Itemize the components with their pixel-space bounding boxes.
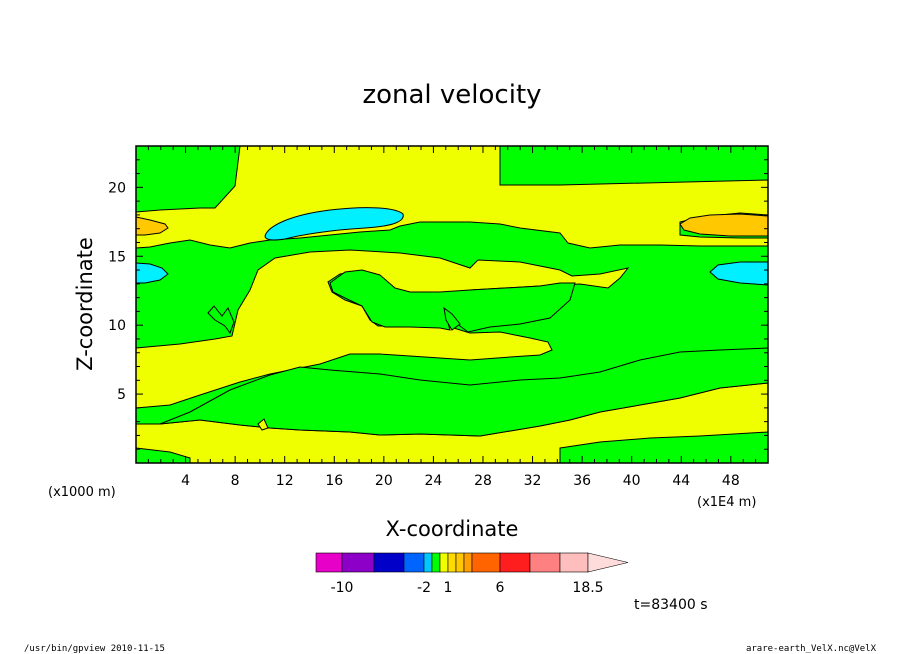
y-axis-title: Z-coordinate bbox=[73, 237, 97, 371]
region-orange-left bbox=[136, 216, 169, 236]
colorbar-swatch bbox=[373, 552, 405, 573]
x-tick-label: 12 bbox=[276, 473, 294, 489]
region-green-lower bbox=[136, 347, 768, 437]
region-cyan-right bbox=[709, 261, 768, 286]
y-tick-label: 5 bbox=[117, 387, 126, 403]
chart-title: zonal velocity bbox=[362, 80, 541, 110]
region-green-bottom bbox=[136, 447, 191, 463]
region-yellow-blob bbox=[257, 418, 269, 431]
time-label: t=83400 s bbox=[634, 597, 708, 613]
colorbar-swatch bbox=[423, 552, 433, 573]
x-tick-label: 16 bbox=[325, 473, 343, 489]
x-tick-label: 28 bbox=[474, 473, 492, 489]
axis-ticks bbox=[136, 146, 768, 463]
x-tick-label: 44 bbox=[672, 473, 690, 489]
region-cyan-upper bbox=[264, 207, 404, 241]
x-tick-label: 32 bbox=[524, 473, 542, 489]
footer-right: arare-earth_VelX.nc@VelX bbox=[746, 644, 877, 654]
colorbar-swatch bbox=[447, 552, 457, 573]
plot-area bbox=[135, 145, 769, 464]
colorbar-swatch bbox=[431, 552, 441, 573]
plot-frame bbox=[135, 145, 769, 464]
x-tick-label: 48 bbox=[722, 473, 740, 489]
colorbar-swatch bbox=[529, 552, 561, 573]
x-tick-labels: 4 8 12 16 20 24 28 32 36 40 44 48 bbox=[181, 473, 740, 489]
region-green-bottom-2 bbox=[559, 431, 768, 463]
colorbar-swatch bbox=[403, 552, 425, 573]
x-unit-label: (x1E4 m) bbox=[697, 495, 756, 510]
colorbar bbox=[315, 552, 629, 573]
x-tick-label: 36 bbox=[573, 473, 591, 489]
footer-left: /usr/bin/gpview 2010-11-15 bbox=[24, 644, 165, 654]
y-tick-label: 15 bbox=[108, 249, 126, 265]
x-tick-label: 40 bbox=[623, 473, 641, 489]
colorbar-label: 6 bbox=[496, 580, 505, 596]
region-green-notch-2 bbox=[443, 306, 461, 331]
colorbar-label: -10 bbox=[331, 580, 354, 596]
x-tick-label: 24 bbox=[424, 473, 442, 489]
colorbar-swatch bbox=[315, 552, 343, 573]
y-tick-labels: 5 10 15 20 bbox=[108, 180, 126, 403]
region-green-notch bbox=[207, 305, 235, 335]
colorbar-swatch bbox=[341, 552, 375, 573]
colorbar-swatch bbox=[471, 552, 501, 573]
y-unit-label: (x1000 m) bbox=[48, 485, 116, 500]
colorbar-labels: -10 -2 1 6 18.5 bbox=[331, 580, 604, 596]
colorbar-label: -2 bbox=[417, 580, 431, 596]
colorbar-extend-triangle bbox=[587, 552, 629, 573]
region-green-island bbox=[329, 269, 576, 333]
region-cyan-left bbox=[136, 262, 169, 284]
colorbar-swatch bbox=[439, 552, 449, 573]
colorbar-label: 18.5 bbox=[572, 580, 603, 596]
x-axis-title: X-coordinate bbox=[386, 517, 519, 541]
x-tick-label: 8 bbox=[231, 473, 240, 489]
colorbar-label: 1 bbox=[444, 580, 453, 596]
region-orange-right bbox=[679, 213, 768, 237]
x-tick-label: 20 bbox=[375, 473, 393, 489]
y-tick-label: 10 bbox=[108, 318, 126, 334]
colorbar-swatch bbox=[559, 552, 589, 573]
colorbar-swatch bbox=[463, 552, 473, 573]
x-tick-label: 4 bbox=[181, 473, 190, 489]
colorbar-swatch bbox=[455, 552, 465, 573]
y-tick-label: 20 bbox=[108, 180, 126, 196]
colorbar-swatch bbox=[499, 552, 531, 573]
